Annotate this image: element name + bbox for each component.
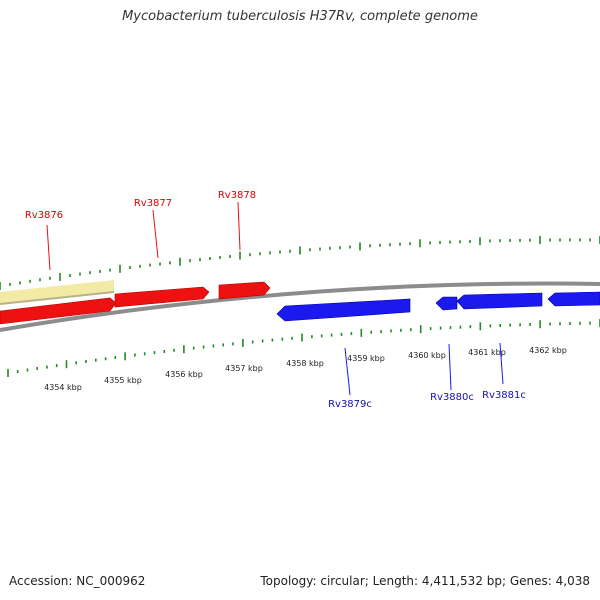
feature-pale[interactable] (0, 280, 114, 304)
gene-next-reverse[interactable] (547, 291, 600, 307)
scale-label: 4359 kbp (347, 354, 385, 363)
feature-pale-edge (0, 291, 115, 305)
outer-tick-ring (0, 236, 600, 290)
scale-label: 4361 kbp (468, 348, 506, 357)
leader-rv3879c (344, 347, 351, 396)
gene-rv3876[interactable] (0, 297, 117, 325)
gene-rv3881c[interactable] (456, 292, 543, 310)
label-rv3879c[interactable]: Rv3879c (328, 399, 372, 410)
genome-summary-text: Topology: circular; Length: 4,411,532 bp… (260, 574, 590, 588)
gene-rv3878[interactable] (218, 281, 271, 300)
scale-label: 4360 kbp (408, 351, 446, 360)
label-rv3877[interactable]: Rv3877 (134, 198, 172, 209)
scale-label: 4354 kbp (44, 383, 82, 392)
leader-rv3878 (237, 201, 241, 251)
leader-rv3880c (448, 343, 452, 391)
map-title: Mycobacterium tuberculosis H37Rv, comple… (122, 9, 478, 24)
label-rv3878[interactable]: Rv3878 (218, 190, 256, 201)
gene-rv3877[interactable] (114, 286, 210, 308)
genome-backbone (0, 281, 600, 332)
scale-label: 4358 kbp (286, 359, 324, 368)
inner-tick-ring (7, 319, 600, 377)
label-rv3876[interactable]: Rv3876 (25, 210, 63, 221)
scale-label: 4356 kbp (165, 370, 203, 379)
leader-rv3876 (46, 224, 51, 271)
scale-label: 4355 kbp (104, 376, 142, 385)
leader-rv3881c (499, 342, 504, 385)
gene-rv3880c[interactable] (435, 296, 458, 311)
leader-rv3877 (152, 209, 159, 259)
label-rv3880c[interactable]: Rv3880c (430, 392, 474, 403)
accession-text: Accession: NC_000962 (9, 574, 146, 588)
scale-label: 4357 kbp (225, 364, 263, 373)
gene-rv3879c[interactable] (276, 298, 411, 322)
scale-label: 4362 kbp (529, 346, 567, 355)
label-rv3881c[interactable]: Rv3881c (482, 390, 526, 401)
